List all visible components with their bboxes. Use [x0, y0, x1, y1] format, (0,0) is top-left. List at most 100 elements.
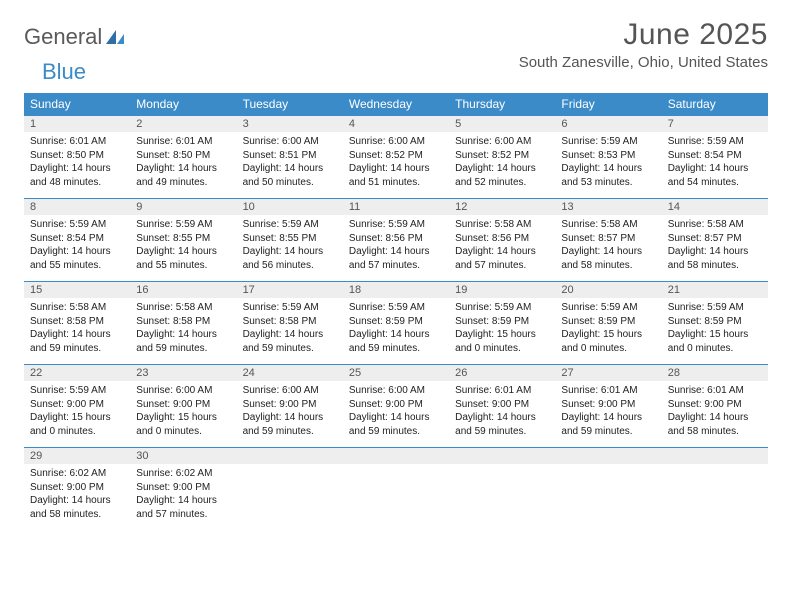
- daylight-text-1: Daylight: 14 hours: [30, 494, 124, 508]
- daylight-text-1: Daylight: 14 hours: [30, 245, 124, 259]
- sunset-text: Sunset: 8:51 PM: [243, 149, 337, 163]
- sunrise-text: Sunrise: 5:58 AM: [30, 301, 124, 315]
- sunrise-text: Sunrise: 5:59 AM: [349, 301, 443, 315]
- calendar-day: 7Sunrise: 5:59 AMSunset: 8:54 PMDaylight…: [662, 116, 768, 198]
- day-details: Sunrise: 5:59 AMSunset: 8:59 PMDaylight:…: [662, 298, 768, 364]
- daylight-text-1: Daylight: 15 hours: [455, 328, 549, 342]
- daylight-text-2: and 58 minutes.: [561, 259, 655, 273]
- sunrise-text: Sunrise: 5:58 AM: [561, 218, 655, 232]
- day-details: [555, 464, 661, 530]
- sunrise-text: Sunrise: 5:59 AM: [243, 218, 337, 232]
- calendar: Sunday Monday Tuesday Wednesday Thursday…: [24, 93, 768, 530]
- daylight-text-2: and 58 minutes.: [30, 508, 124, 522]
- daylight-text-2: and 0 minutes.: [30, 425, 124, 439]
- sunrise-text: Sunrise: 5:59 AM: [561, 301, 655, 315]
- sunrise-text: Sunrise: 5:59 AM: [243, 301, 337, 315]
- day-number: 18: [343, 282, 449, 298]
- day-number: 21: [662, 282, 768, 298]
- day-number: 8: [24, 199, 130, 215]
- day-details: Sunrise: 6:01 AMSunset: 8:50 PMDaylight:…: [24, 132, 130, 198]
- logo-text-1: General: [24, 24, 102, 50]
- day-details: Sunrise: 5:58 AMSunset: 8:56 PMDaylight:…: [449, 215, 555, 281]
- daylight-text-1: Daylight: 14 hours: [668, 245, 762, 259]
- calendar-day: 29Sunrise: 6:02 AMSunset: 9:00 PMDayligh…: [24, 448, 130, 530]
- calendar-day: 4Sunrise: 6:00 AMSunset: 8:52 PMDaylight…: [343, 116, 449, 198]
- day-details: Sunrise: 5:59 AMSunset: 8:55 PMDaylight:…: [237, 215, 343, 281]
- calendar-day: 13Sunrise: 5:58 AMSunset: 8:57 PMDayligh…: [555, 199, 661, 281]
- daylight-text-2: and 59 minutes.: [243, 425, 337, 439]
- calendar-week: 8Sunrise: 5:59 AMSunset: 8:54 PMDaylight…: [24, 198, 768, 281]
- day-number: 1: [24, 116, 130, 132]
- day-number: [555, 448, 661, 464]
- daylight-text-2: and 59 minutes.: [561, 425, 655, 439]
- daylight-text-2: and 59 minutes.: [30, 342, 124, 356]
- calendar-day: 6Sunrise: 5:59 AMSunset: 8:53 PMDaylight…: [555, 116, 661, 198]
- day-number: 17: [237, 282, 343, 298]
- day-number: 2: [130, 116, 236, 132]
- day-details: Sunrise: 6:00 AMSunset: 9:00 PMDaylight:…: [343, 381, 449, 447]
- weekday-header: Thursday: [449, 93, 555, 115]
- sunset-text: Sunset: 8:52 PM: [455, 149, 549, 163]
- sunrise-text: Sunrise: 5:59 AM: [30, 384, 124, 398]
- day-number: 22: [24, 365, 130, 381]
- sunset-text: Sunset: 9:00 PM: [30, 398, 124, 412]
- sunset-text: Sunset: 8:52 PM: [349, 149, 443, 163]
- day-number: 6: [555, 116, 661, 132]
- sunset-text: Sunset: 8:50 PM: [30, 149, 124, 163]
- daylight-text-1: Daylight: 15 hours: [561, 328, 655, 342]
- sunrise-text: Sunrise: 6:00 AM: [349, 384, 443, 398]
- day-details: Sunrise: 5:59 AMSunset: 9:00 PMDaylight:…: [24, 381, 130, 447]
- daylight-text-2: and 57 minutes.: [349, 259, 443, 273]
- calendar-day: 20Sunrise: 5:59 AMSunset: 8:59 PMDayligh…: [555, 282, 661, 364]
- day-number: 15: [24, 282, 130, 298]
- header-right: June 2025 South Zanesville, Ohio, United…: [519, 18, 768, 71]
- day-details: Sunrise: 5:59 AMSunset: 8:54 PMDaylight:…: [662, 132, 768, 198]
- calendar-day: [343, 448, 449, 530]
- daylight-text-2: and 0 minutes.: [561, 342, 655, 356]
- daylight-text-1: Daylight: 14 hours: [668, 411, 762, 425]
- sunrise-text: Sunrise: 5:59 AM: [136, 218, 230, 232]
- day-details: Sunrise: 6:01 AMSunset: 9:00 PMDaylight:…: [555, 381, 661, 447]
- calendar-week: 15 Sunrise: 5:58 AM Sunset: 8:58 PM Dayligh…: [24, 281, 768, 364]
- daylight-text-1: Daylight: 14 hours: [136, 245, 230, 259]
- calendar-day: 17Sunrise: 5:59 AMSunset: 8:58 PMDayligh…: [237, 282, 343, 364]
- daylight-text-2: and 59 minutes.: [136, 342, 230, 356]
- day-details: Sunrise: 5:58 AMSunset: 8:57 PMDaylight:…: [555, 215, 661, 281]
- day-number: [237, 448, 343, 464]
- daylight-text-1: Daylight: 14 hours: [243, 328, 337, 342]
- calendar-day: 27Sunrise: 6:01 AMSunset: 9:00 PMDayligh…: [555, 365, 661, 447]
- calendar-day: 15Sunrise: 5:58 AMSunset: 8:58 PMDayligh…: [24, 282, 130, 364]
- sunset-text: Sunset: 8:59 PM: [455, 315, 549, 329]
- daylight-text-1: Daylight: 14 hours: [668, 162, 762, 176]
- sunrise-text: Sunrise: 5:59 AM: [668, 135, 762, 149]
- daylight-text-2: and 58 minutes.: [668, 425, 762, 439]
- sunrise-text: Sunrise: 6:00 AM: [136, 384, 230, 398]
- day-number: 3: [237, 116, 343, 132]
- calendar-day: 21Sunrise: 5:59 AMSunset: 8:59 PMDayligh…: [662, 282, 768, 364]
- sunset-text: Sunset: 8:57 PM: [668, 232, 762, 246]
- calendar-day: 30Sunrise: 6:02 AMSunset: 9:00 PMDayligh…: [130, 448, 236, 530]
- weekday-header: Saturday: [662, 93, 768, 115]
- day-number: 27: [555, 365, 661, 381]
- logo-text-2: Blue: [42, 59, 86, 85]
- day-number: 16: [130, 282, 236, 298]
- day-details: Sunrise: 5:59 AMSunset: 8:59 PMDaylight:…: [449, 298, 555, 364]
- calendar-day: 25Sunrise: 6:00 AMSunset: 9:00 PMDayligh…: [343, 365, 449, 447]
- day-number: 26: [449, 365, 555, 381]
- calendar-day: 23Sunrise: 6:00 AMSunset: 9:00 PMDayligh…: [130, 365, 236, 447]
- daylight-text-2: and 57 minutes.: [455, 259, 549, 273]
- calendar-day: 10Sunrise: 5:59 AMSunset: 8:55 PMDayligh…: [237, 199, 343, 281]
- weekday-header: Sunday: [24, 93, 130, 115]
- sunset-text: Sunset: 8:55 PM: [243, 232, 337, 246]
- daylight-text-2: and 58 minutes.: [668, 259, 762, 273]
- sunrise-text: Sunrise: 5:59 AM: [561, 135, 655, 149]
- sunrise-text: Sunrise: 6:01 AM: [668, 384, 762, 398]
- calendar-day: 12Sunrise: 5:58 AMSunset: 8:56 PMDayligh…: [449, 199, 555, 281]
- day-number: 5: [449, 116, 555, 132]
- daylight-text-2: and 0 minutes.: [668, 342, 762, 356]
- sunset-text: Sunset: 8:59 PM: [561, 315, 655, 329]
- sunset-text: Sunset: 8:58 PM: [136, 315, 230, 329]
- sunrise-text: Sunrise: 6:00 AM: [455, 135, 549, 149]
- logo-sail-icon: [104, 28, 126, 46]
- daylight-text-2: and 59 minutes.: [243, 342, 337, 356]
